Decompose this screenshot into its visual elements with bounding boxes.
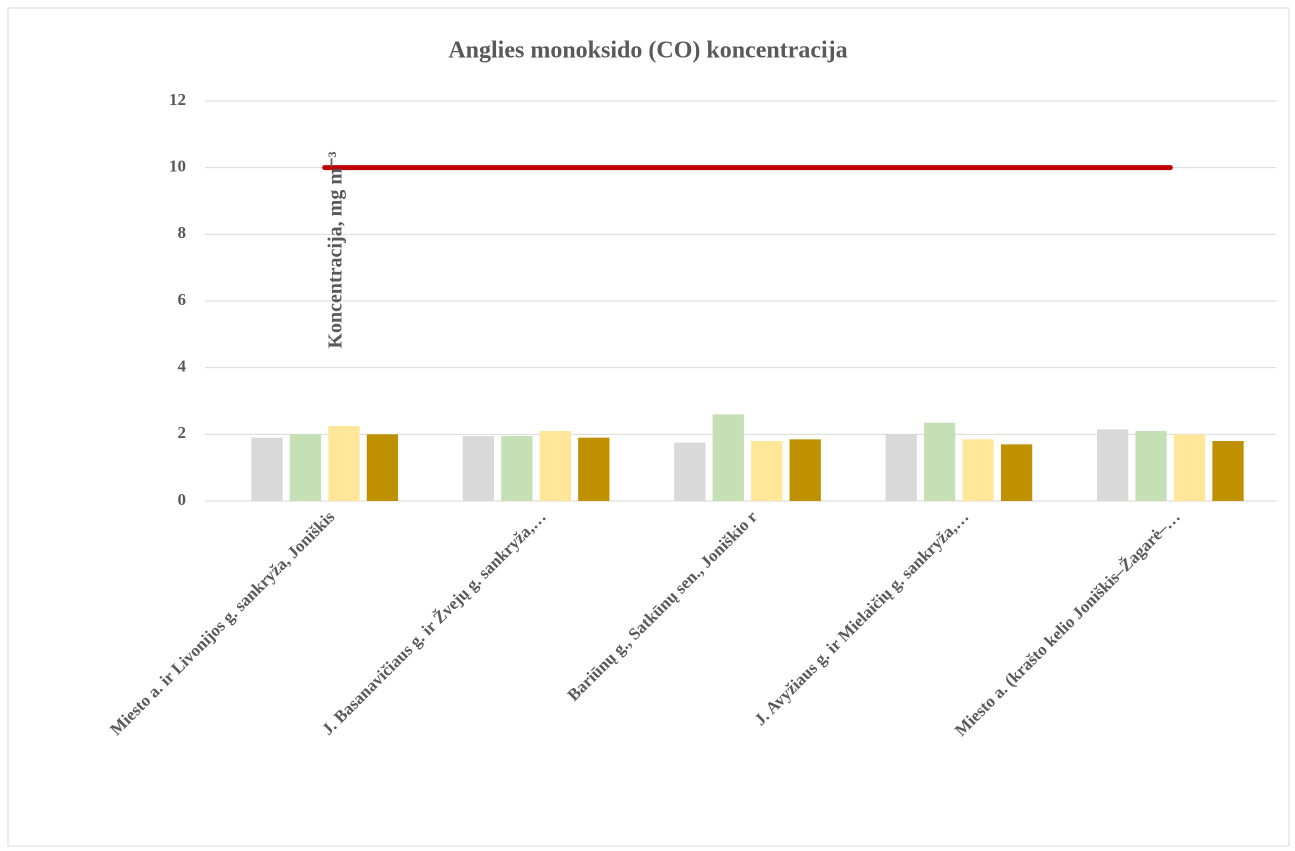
y-tick-label: 6: [178, 290, 187, 309]
bar: [328, 426, 360, 501]
y-tick-label: 12: [169, 90, 186, 109]
bar: [1096, 429, 1129, 501]
bar: [539, 431, 571, 501]
y-tick-label: 8: [178, 223, 187, 242]
bar: [501, 436, 533, 501]
bar: [712, 414, 744, 501]
bar: [1000, 444, 1033, 501]
bar: [1212, 441, 1244, 501]
y-tick-label: 4: [178, 357, 187, 376]
bar: [251, 437, 283, 501]
chart-title: Anglies monoksido (CO) koncentracija: [448, 38, 847, 64]
y-axis-label: Koncentracija, mg m⁻³: [325, 151, 347, 348]
bar: [885, 434, 917, 501]
y-tick-label: 2: [178, 423, 187, 442]
bar: [924, 422, 956, 501]
bar: [462, 436, 495, 501]
y-tick-label: 0: [178, 490, 187, 509]
bar: [674, 442, 706, 501]
bar: [751, 441, 783, 501]
bar: [366, 434, 399, 501]
bar: [1173, 434, 1206, 501]
bar: [789, 439, 821, 501]
chart-border: [7, 7, 1290, 847]
bar: [578, 437, 610, 501]
bar: [289, 434, 322, 501]
bar: [962, 439, 994, 501]
y-tick-label: 10: [169, 157, 186, 176]
bar: [1135, 431, 1167, 501]
